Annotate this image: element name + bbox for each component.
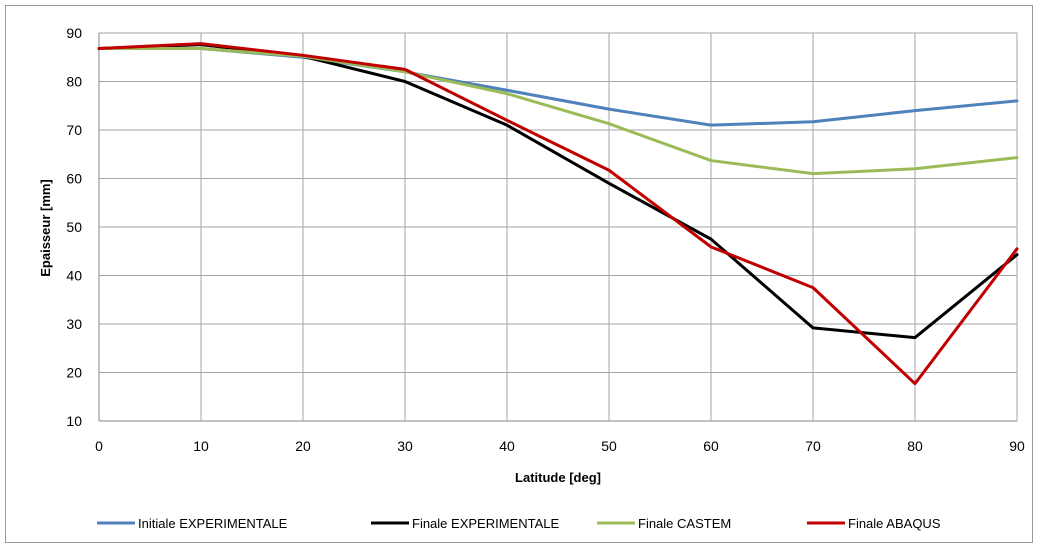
- series-line-4: [97, 42, 1019, 386]
- grid-layer: [98, 32, 1018, 422]
- x-tick-label: 30: [397, 438, 413, 454]
- x-tick-label: 90: [1009, 438, 1025, 454]
- x-tick-label: 60: [703, 438, 719, 454]
- x-tick-label: 10: [193, 438, 209, 454]
- y-tick-label: 70: [66, 122, 82, 138]
- legend-label-4: Finale ABAQUS: [848, 516, 941, 531]
- series-line-2: [97, 43, 1019, 340]
- legend-label-3: Finale CASTEM: [638, 516, 731, 531]
- series-line-3: [97, 47, 1019, 176]
- series-line-1: [97, 47, 1019, 127]
- y-axis-title: Epaisseur [mm]: [38, 179, 53, 277]
- x-tick-label: 70: [805, 438, 821, 454]
- y-tick-label: 20: [66, 365, 82, 381]
- x-tick-label: 0: [95, 438, 103, 454]
- x-tick-label: 40: [499, 438, 515, 454]
- y-tick-label: 10: [66, 413, 82, 429]
- legend-label-1: Initiale EXPERIMENTALE: [138, 516, 288, 531]
- y-tick-label: 40: [66, 268, 82, 284]
- legend-label-2: Finale EXPERIMENTALE: [412, 516, 559, 531]
- tick-labels: 10 20 30 40 50 60 70 80 90 0 10 20 30 40 50 60 70 80 90: [66, 25, 1025, 454]
- y-tick-label: 50: [66, 219, 82, 235]
- y-tick-label: 80: [66, 74, 82, 90]
- y-tick-label: 90: [66, 25, 82, 41]
- y-tick-label: 30: [66, 316, 82, 332]
- legend: Initiale EXPERIMENTALE Finale EXPERIMENTA…: [97, 516, 941, 531]
- series-layer: [97, 42, 1019, 386]
- x-tick-label: 50: [601, 438, 617, 454]
- x-axis-title: Latitude [deg]: [515, 470, 601, 485]
- chart-frame: [5, 5, 1033, 543]
- x-tick-label: 20: [295, 438, 311, 454]
- x-tick-label: 80: [907, 438, 923, 454]
- y-tick-label: 60: [66, 171, 82, 187]
